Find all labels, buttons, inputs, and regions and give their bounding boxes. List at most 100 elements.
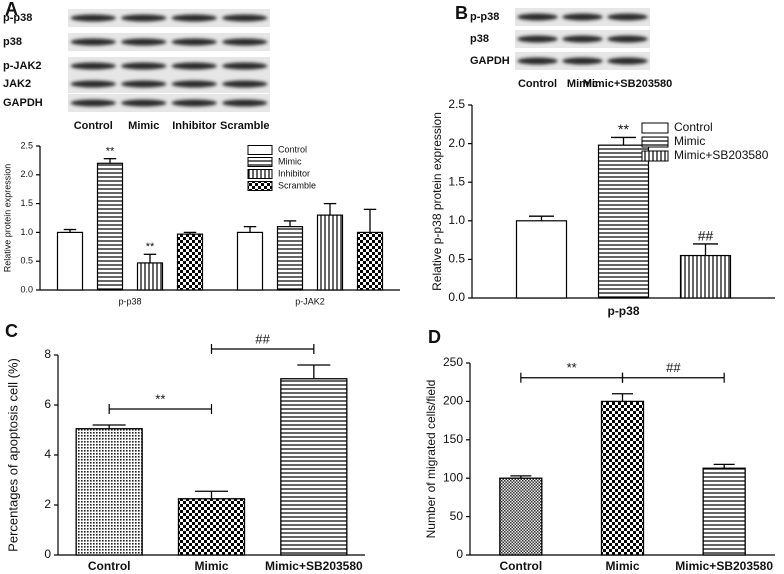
significance-label: ** [106, 146, 115, 158]
blot-row-label: JAK2 [3, 78, 31, 90]
blot-band [121, 62, 167, 70]
x-tick-label: Mimic [605, 559, 639, 573]
blot-row-label: GAPDH [470, 55, 510, 67]
legend-swatch [247, 145, 273, 155]
comparison-label: ** [155, 391, 165, 406]
legend-swatch [641, 122, 669, 134]
blot-band [517, 13, 558, 21]
panel-letter: A [5, 0, 18, 19]
y-axis-title: Number of migrated cells/field [424, 380, 438, 539]
legend-label: Mimic [674, 134, 705, 148]
blot-lane-label: Inhibitor [172, 120, 217, 132]
bar [499, 477, 543, 556]
blot-band [171, 14, 217, 22]
blot-row-label: p-p38 [3, 12, 32, 24]
bar [75, 428, 143, 556]
blot-strip [68, 33, 270, 51]
panel-letter: C [5, 321, 18, 341]
y-tick-label: 4 [44, 447, 51, 461]
x-tick-label: p-p38 [607, 304, 639, 318]
blot-band [70, 14, 116, 22]
y-tick-label: 150 [443, 432, 463, 446]
y-tick-label: 1.5 [20, 198, 33, 208]
panel-letter: D [428, 327, 441, 347]
y-axis-title: Relative protein expression [2, 164, 12, 273]
blot-band [222, 38, 268, 46]
blot-lane-label: Mimic [567, 78, 598, 90]
blot-band [171, 80, 217, 88]
blot-band [121, 99, 167, 107]
y-tick-label: 250 [443, 355, 463, 369]
legend-swatch [247, 157, 273, 167]
blot-band [562, 13, 603, 21]
x-tick-label: Mimic+SB203580 [265, 559, 363, 573]
y-tick-label: 1.0 [448, 213, 465, 227]
blot-row-label: GAPDH [3, 97, 43, 109]
y-tick-label: 2.5 [448, 97, 465, 111]
legend-label: Scramble [278, 180, 316, 190]
blot-lane-label: Scramble [220, 120, 270, 132]
y-tick-label: 100 [443, 470, 463, 484]
legend-label: Control [278, 144, 307, 154]
blot-band [171, 99, 217, 107]
significance-label: ## [698, 228, 714, 244]
bar [679, 254, 732, 299]
y-tick-label: 200 [443, 394, 463, 408]
y-tick-label: 0.0 [448, 290, 465, 304]
bar [236, 231, 264, 291]
x-tick-label: Control [88, 559, 131, 573]
blot-lane-label: Control [518, 78, 557, 90]
x-tick-label: p-JAK2 [295, 296, 325, 306]
bar [176, 233, 204, 291]
blot-band [70, 62, 116, 70]
blot-strip [68, 94, 270, 112]
blot-band [70, 80, 116, 88]
blot-band [121, 38, 167, 46]
blot-row-label: p-JAK2 [3, 60, 42, 72]
blot-band [121, 14, 167, 22]
bar [702, 467, 746, 556]
x-tick-label: p-p38 [118, 296, 141, 306]
y-tick-label: 0 [44, 547, 51, 561]
blot-strip [68, 75, 270, 93]
y-tick-label: 0.5 [448, 252, 465, 266]
bar [276, 226, 304, 291]
legend-swatch [247, 181, 273, 191]
y-tick-label: 50 [450, 509, 464, 523]
blot-band [222, 80, 268, 88]
blot-band [607, 13, 648, 21]
blot-band [562, 57, 603, 65]
blot-lane-label: Control [74, 120, 113, 132]
blot-band [121, 80, 167, 88]
legend-swatch [247, 169, 273, 179]
legend-label: Inhibitor [278, 168, 310, 178]
bar [515, 220, 568, 299]
blot-band [562, 35, 603, 43]
x-tick-label: Mimic+SB203580 [675, 559, 773, 573]
y-axis-title: Percentages of apoptosis cell (%) [5, 358, 20, 552]
bar [136, 262, 164, 291]
bar [96, 162, 124, 291]
comparison-label: ## [255, 331, 270, 346]
legend-label: Mimic [278, 156, 302, 166]
blot-band [607, 57, 648, 65]
blot-band [70, 38, 116, 46]
y-tick-label: 1.0 [20, 227, 33, 237]
blot-lane-label: Mimic [128, 120, 159, 132]
blot-strip [68, 9, 270, 27]
y-tick-label: 8 [44, 347, 51, 361]
bar [600, 400, 645, 556]
y-tick-label: 0.0 [20, 284, 33, 294]
significance-label: ** [618, 121, 629, 137]
blot-row-label: p-p38 [470, 11, 499, 23]
blot-row-label: p38 [3, 36, 22, 48]
blot-strip [68, 57, 270, 75]
blot-row-label: p38 [470, 33, 489, 45]
blot-band [70, 99, 116, 107]
y-tick-label: 0 [456, 547, 463, 561]
blot-band [607, 35, 648, 43]
significance-label: ** [146, 241, 155, 253]
y-axis-title: Relative p-p38 protein expression [430, 112, 444, 291]
blot-band [222, 99, 268, 107]
